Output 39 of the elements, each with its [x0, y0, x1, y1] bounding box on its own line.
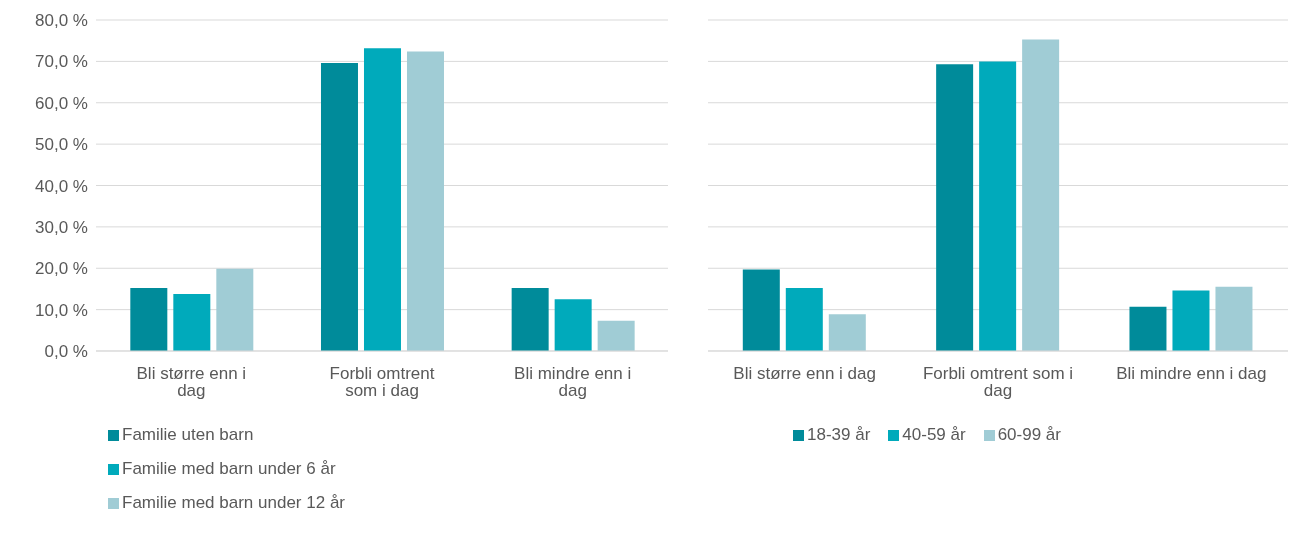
legend-label: Familie med barn under 12 år	[122, 493, 346, 513]
bar	[216, 268, 254, 351]
legend-label: Familie med barn under 6 år	[122, 459, 336, 479]
bar	[828, 314, 866, 351]
y-tick-label: 80,0 %	[35, 11, 88, 31]
bar	[173, 293, 211, 351]
bar	[936, 64, 974, 351]
legend-label: 60-99 år	[997, 425, 1061, 445]
x-tick-label: Forbli omtrent som i dag	[922, 364, 1074, 401]
bar	[511, 288, 549, 351]
x-tick-label: Bli mindre enn i dag	[1116, 364, 1267, 384]
bar	[1129, 306, 1167, 351]
y-tick-label: 30,0 %	[35, 217, 88, 237]
legend-label: Familie uten barn	[122, 425, 254, 445]
bar	[785, 288, 823, 351]
y-tick-label: 10,0 %	[35, 300, 88, 320]
bar	[1172, 290, 1210, 351]
y-tick-label: 40,0 %	[35, 176, 88, 196]
y-tick-label: 60,0 %	[35, 93, 88, 113]
x-tick-label: Bli større enn i dag	[136, 364, 247, 401]
legend-label: 18-39 år	[807, 425, 871, 445]
legend-label: 40-59 år	[902, 425, 966, 445]
bar	[554, 299, 592, 351]
bar	[406, 51, 444, 351]
bar	[979, 61, 1017, 351]
x-tick-label: Bli større enn i dag	[733, 364, 877, 384]
bar	[1215, 286, 1253, 351]
y-tick-label: 70,0 %	[35, 52, 88, 72]
bar	[363, 48, 401, 351]
bar	[742, 269, 780, 351]
y-tick-label: 50,0 %	[35, 135, 88, 155]
x-tick-label: Forbli omtrent som i dag	[329, 364, 435, 401]
bar	[1022, 39, 1060, 351]
x-tick-label: Bli mindre enn i dag	[514, 364, 632, 401]
bar	[320, 63, 358, 351]
bar	[597, 320, 635, 351]
y-tick-label: 0,0 %	[44, 342, 88, 362]
y-tick-label: 20,0 %	[35, 259, 88, 279]
bar	[130, 288, 168, 351]
